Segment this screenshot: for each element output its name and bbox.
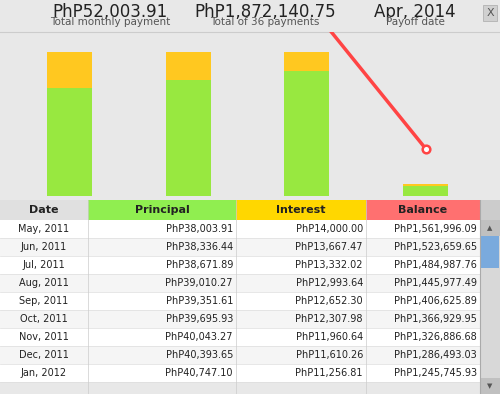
Text: Balance: Balance xyxy=(398,205,448,215)
Text: May, 2011: May, 2011 xyxy=(18,224,70,234)
Bar xyxy=(480,220,500,394)
Text: Interest: Interest xyxy=(276,205,326,215)
Text: PhP39,010.27: PhP39,010.27 xyxy=(166,278,233,288)
Bar xyxy=(480,220,500,236)
Text: PhP1,406,625.89: PhP1,406,625.89 xyxy=(394,296,477,306)
Text: Aug, 2011: Aug, 2011 xyxy=(19,278,69,288)
Bar xyxy=(0,274,480,292)
Text: PhP38,003.91: PhP38,003.91 xyxy=(166,224,233,234)
Text: ▲: ▲ xyxy=(488,225,492,231)
Text: ▼: ▼ xyxy=(488,383,492,389)
Text: Jun, 2011: Jun, 2011 xyxy=(21,242,67,252)
Text: PhP38,336.44: PhP38,336.44 xyxy=(166,242,233,252)
Text: PhP1,484,987.76: PhP1,484,987.76 xyxy=(394,260,477,270)
Bar xyxy=(366,200,480,220)
Bar xyxy=(480,200,500,220)
Text: Total of 36 payments: Total of 36 payments xyxy=(210,17,320,27)
Bar xyxy=(0,200,88,220)
Bar xyxy=(480,378,500,394)
Text: Apr, 2014: Apr, 2014 xyxy=(374,3,456,21)
Bar xyxy=(0,310,480,328)
Text: PhP1,872,140.75: PhP1,872,140.75 xyxy=(194,3,336,21)
Text: PhP11,256.81: PhP11,256.81 xyxy=(296,368,363,378)
Text: PhP39,351.61: PhP39,351.61 xyxy=(166,296,233,306)
Text: Total monthly payment: Total monthly payment xyxy=(50,17,170,27)
Text: PhP1,366,929.95: PhP1,366,929.95 xyxy=(394,314,477,324)
Bar xyxy=(0,220,480,238)
Text: PhP1,561,996.09: PhP1,561,996.09 xyxy=(394,224,477,234)
Text: PhP40,043.27: PhP40,043.27 xyxy=(166,332,233,342)
Bar xyxy=(236,200,366,220)
Text: Principal: Principal xyxy=(134,205,190,215)
Text: PhP39,695.93: PhP39,695.93 xyxy=(166,314,233,324)
Text: PhP1,286,493.03: PhP1,286,493.03 xyxy=(394,350,477,360)
Bar xyxy=(88,200,236,220)
Text: Dec, 2011: Dec, 2011 xyxy=(19,350,69,360)
Bar xyxy=(0,292,480,310)
Text: X: X xyxy=(486,8,494,18)
Text: PhP13,332.02: PhP13,332.02 xyxy=(296,260,363,270)
Text: PhP11,610.26: PhP11,610.26 xyxy=(296,350,363,360)
Text: PhP40,393.65: PhP40,393.65 xyxy=(166,350,233,360)
Text: PhP52,003.91: PhP52,003.91 xyxy=(52,3,168,21)
Bar xyxy=(481,236,499,268)
Text: PhP1,245,745.93: PhP1,245,745.93 xyxy=(394,368,477,378)
Text: PhP1,523,659.65: PhP1,523,659.65 xyxy=(394,242,477,252)
Bar xyxy=(0,238,480,256)
Text: Sep, 2011: Sep, 2011 xyxy=(20,296,68,306)
Text: PhP14,000.00: PhP14,000.00 xyxy=(296,224,363,234)
Text: PhP1,326,886.68: PhP1,326,886.68 xyxy=(394,332,477,342)
Text: Jul, 2011: Jul, 2011 xyxy=(22,260,66,270)
Text: PhP13,667.47: PhP13,667.47 xyxy=(296,242,363,252)
Text: PhP12,307.98: PhP12,307.98 xyxy=(296,314,363,324)
Text: PhP38,671.89: PhP38,671.89 xyxy=(166,260,233,270)
Bar xyxy=(0,256,480,274)
Text: PhP1,445,977.49: PhP1,445,977.49 xyxy=(394,278,477,288)
Bar xyxy=(0,328,480,346)
Text: Nov, 2011: Nov, 2011 xyxy=(19,332,69,342)
Text: Date: Date xyxy=(29,205,59,215)
Text: PhP12,652.30: PhP12,652.30 xyxy=(296,296,363,306)
Text: PhP11,960.64: PhP11,960.64 xyxy=(296,332,363,342)
Bar xyxy=(0,364,480,382)
Text: Oct, 2011: Oct, 2011 xyxy=(20,314,68,324)
Bar xyxy=(0,346,480,364)
Text: PhP12,993.64: PhP12,993.64 xyxy=(296,278,363,288)
Text: Jan, 2012: Jan, 2012 xyxy=(21,368,67,378)
Text: Payoff date: Payoff date xyxy=(386,17,444,27)
Text: PhP40,747.10: PhP40,747.10 xyxy=(166,368,233,378)
